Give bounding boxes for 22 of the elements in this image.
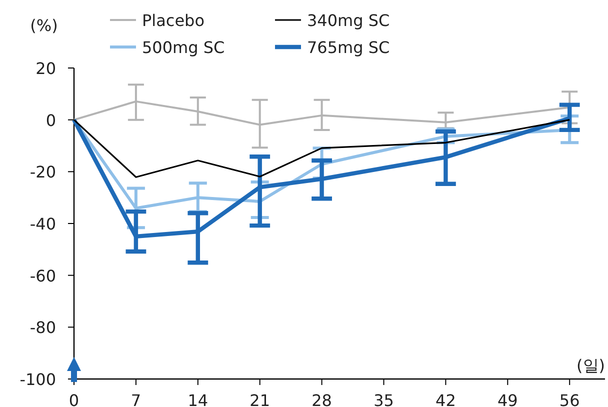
y-tick-label: 20 (36, 59, 56, 78)
y-tick-label: -100 (20, 370, 56, 389)
x-tick-label: 14 (188, 391, 208, 407)
x-tick-label: 42 (436, 391, 456, 407)
y-tick-label: -40 (30, 214, 56, 234)
legend-label: 340mg SC (307, 11, 390, 30)
y-tick-label: -80 (30, 318, 56, 338)
y-tick-label: -60 (30, 266, 56, 286)
x-tick-label: 35 (374, 391, 394, 407)
x-tick-label: 49 (497, 391, 518, 407)
x-tick-label: 56 (559, 391, 580, 407)
x-axis-title: (일) (576, 356, 605, 375)
x-tick-label: 28 (312, 391, 332, 407)
x-tick-label: 7 (130, 391, 142, 407)
legend-label: Placebo (142, 11, 204, 30)
y-tick-label: 0 (46, 110, 56, 130)
y-tick-label: -20 (30, 162, 56, 182)
x-tick-label: 21 (250, 391, 270, 407)
x-tick-label: 0 (68, 391, 80, 407)
y-axis-title: (%) (30, 16, 58, 35)
legend-label: 500mg SC (142, 38, 225, 57)
legend-label: 765mg SC (307, 38, 390, 57)
